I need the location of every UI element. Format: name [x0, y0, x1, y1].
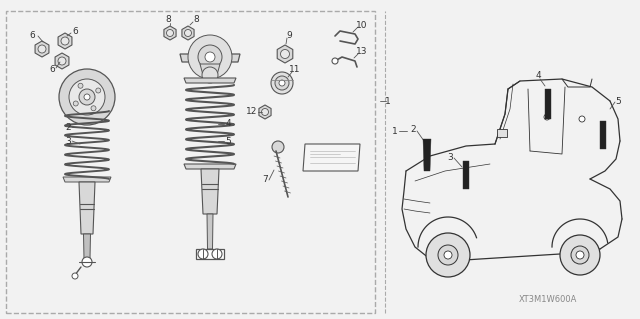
Text: 8: 8 — [193, 16, 199, 25]
Circle shape — [72, 273, 78, 279]
Polygon shape — [259, 105, 271, 119]
Circle shape — [544, 114, 550, 120]
Circle shape — [79, 89, 95, 105]
Polygon shape — [63, 177, 111, 182]
Circle shape — [212, 249, 222, 259]
Text: 4: 4 — [535, 71, 541, 80]
Text: 2: 2 — [65, 122, 71, 131]
Polygon shape — [463, 161, 469, 189]
Text: 9: 9 — [286, 31, 292, 40]
Text: 6: 6 — [72, 26, 78, 35]
Polygon shape — [164, 26, 176, 40]
Polygon shape — [83, 234, 90, 259]
Circle shape — [560, 235, 600, 275]
Polygon shape — [184, 78, 236, 83]
Text: 8: 8 — [165, 16, 171, 25]
Circle shape — [166, 29, 173, 36]
Circle shape — [205, 39, 215, 49]
Circle shape — [444, 251, 452, 259]
Polygon shape — [196, 249, 224, 259]
Polygon shape — [182, 26, 194, 40]
Polygon shape — [545, 89, 551, 119]
Circle shape — [576, 251, 584, 259]
Polygon shape — [497, 129, 507, 137]
Text: 12: 12 — [246, 108, 258, 116]
Text: 5: 5 — [225, 137, 231, 145]
Circle shape — [579, 116, 585, 122]
Text: 5: 5 — [615, 97, 621, 106]
Polygon shape — [79, 182, 95, 234]
Text: 2: 2 — [410, 124, 416, 133]
Text: 3: 3 — [447, 152, 453, 161]
Circle shape — [59, 69, 115, 125]
Text: 13: 13 — [356, 48, 368, 56]
Circle shape — [96, 88, 100, 93]
Polygon shape — [180, 54, 240, 62]
Polygon shape — [184, 164, 236, 169]
Circle shape — [279, 80, 285, 86]
Polygon shape — [35, 41, 49, 57]
Text: 3: 3 — [65, 137, 71, 145]
Circle shape — [58, 57, 66, 65]
Circle shape — [332, 58, 338, 64]
Polygon shape — [277, 45, 292, 63]
Circle shape — [571, 246, 589, 264]
Text: 11: 11 — [289, 65, 301, 75]
Circle shape — [91, 106, 96, 111]
Text: 10: 10 — [356, 20, 368, 29]
Text: 7: 7 — [262, 175, 268, 184]
Polygon shape — [600, 121, 606, 149]
Text: 4: 4 — [225, 120, 231, 129]
Circle shape — [262, 108, 269, 115]
Polygon shape — [200, 64, 220, 75]
Circle shape — [82, 257, 92, 267]
Polygon shape — [423, 139, 431, 171]
Text: 1: 1 — [392, 127, 398, 136]
Text: XT3M1W600A: XT3M1W600A — [519, 294, 577, 303]
Polygon shape — [207, 214, 213, 249]
Circle shape — [184, 29, 191, 36]
Circle shape — [73, 101, 78, 106]
Circle shape — [272, 141, 284, 153]
Circle shape — [275, 76, 289, 90]
Circle shape — [271, 72, 293, 94]
Circle shape — [198, 45, 222, 69]
Circle shape — [84, 94, 90, 100]
Bar — [6, 11, 375, 313]
Circle shape — [205, 52, 215, 62]
Text: 6: 6 — [29, 31, 35, 40]
Circle shape — [38, 45, 46, 53]
Circle shape — [78, 83, 83, 88]
Polygon shape — [55, 53, 69, 69]
Polygon shape — [303, 144, 360, 171]
Text: 6: 6 — [49, 65, 55, 75]
Circle shape — [438, 245, 458, 265]
Circle shape — [188, 35, 232, 79]
Polygon shape — [201, 169, 219, 214]
Circle shape — [202, 67, 218, 83]
Circle shape — [69, 79, 105, 115]
Circle shape — [280, 49, 289, 58]
Text: 1: 1 — [385, 97, 391, 106]
Circle shape — [198, 249, 208, 259]
Circle shape — [61, 37, 69, 45]
Circle shape — [426, 233, 470, 277]
Polygon shape — [58, 33, 72, 49]
